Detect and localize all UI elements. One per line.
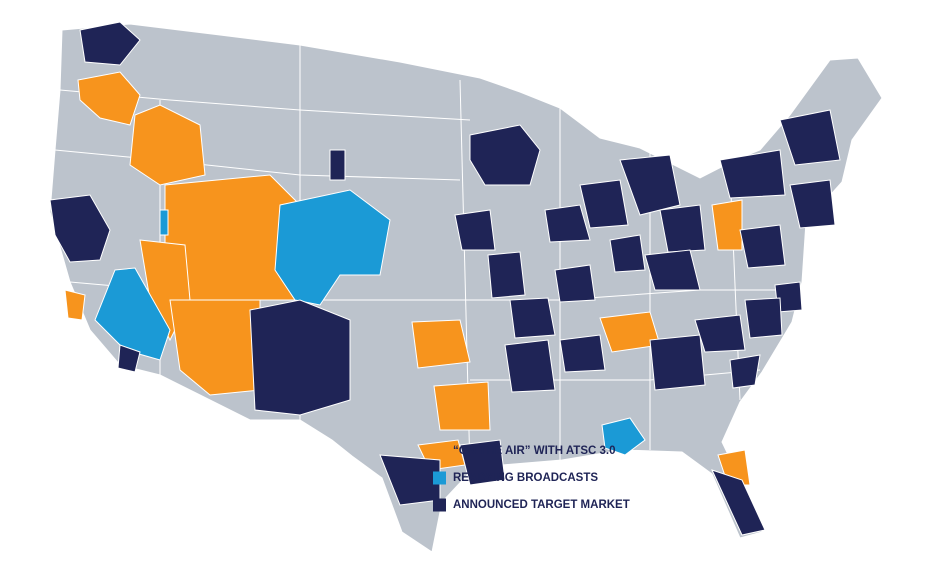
target-markets xyxy=(49,21,841,536)
readying-markets xyxy=(94,189,646,456)
legend: “ON THE AIR” WITH ATSC 3.0 READYING BROAD… xyxy=(433,444,630,512)
on-air-markets xyxy=(64,71,751,486)
legend-label: ANNOUNCED TARGET MARKET xyxy=(453,499,630,511)
legend-label: READYING BROADCASTS xyxy=(453,472,598,484)
markets xyxy=(49,21,841,536)
legend-label: “ON THE AIR” WITH ATSC 3.0 xyxy=(453,445,616,457)
legend-swatch xyxy=(433,498,446,512)
legend-swatch xyxy=(433,444,446,458)
legend-swatch xyxy=(433,471,446,485)
